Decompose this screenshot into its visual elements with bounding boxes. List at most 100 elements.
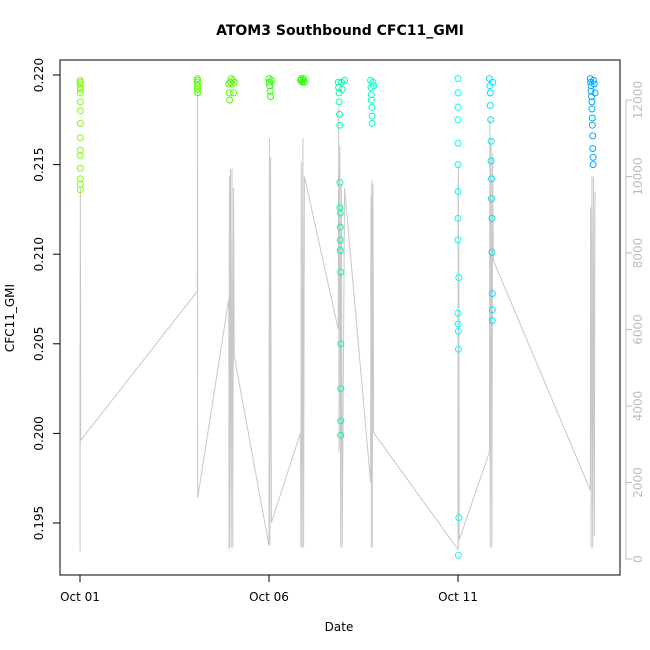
data-point bbox=[589, 153, 597, 161]
data-point bbox=[589, 132, 597, 140]
data-point bbox=[337, 340, 345, 348]
data-point bbox=[76, 85, 84, 93]
data-point bbox=[454, 89, 462, 97]
data-point bbox=[370, 82, 378, 90]
y-tick-label: 0.215 bbox=[32, 147, 46, 181]
data-point bbox=[454, 139, 462, 147]
x-tick-label: Oct 11 bbox=[438, 590, 478, 604]
data-points-layer bbox=[76, 75, 599, 559]
data-point bbox=[488, 306, 496, 314]
data-point bbox=[369, 78, 377, 86]
data-point bbox=[76, 119, 84, 127]
data-point bbox=[487, 116, 495, 124]
data-point bbox=[334, 78, 342, 86]
data-point bbox=[488, 317, 496, 324]
x-tick-label: Oct 01 bbox=[60, 590, 100, 604]
data-point bbox=[338, 85, 346, 93]
y-axis-left: 0.195 0.200 0.205 0.210 0.215 0.220 bbox=[32, 58, 61, 540]
data-point bbox=[454, 116, 462, 124]
data-point bbox=[588, 93, 595, 100]
data-point bbox=[76, 152, 84, 160]
y2-tick-label: 0 bbox=[631, 555, 645, 563]
data-point bbox=[336, 223, 344, 231]
data-point bbox=[588, 105, 596, 113]
data-point bbox=[367, 76, 375, 84]
data-point bbox=[455, 514, 463, 522]
data-point bbox=[337, 268, 345, 276]
data-point bbox=[267, 93, 275, 100]
data-point bbox=[486, 89, 494, 97]
data-point bbox=[336, 121, 344, 129]
y-tick-label: 0.195 bbox=[32, 506, 46, 540]
altitude-trace-layer bbox=[79, 92, 596, 552]
data-point bbox=[488, 195, 495, 203]
data-point bbox=[265, 78, 273, 86]
y-tick-label: 0.220 bbox=[32, 58, 46, 92]
data-point bbox=[336, 236, 344, 244]
data-point bbox=[336, 204, 344, 212]
data-point bbox=[454, 75, 462, 83]
y-tick-label: 0.200 bbox=[32, 416, 46, 450]
data-point bbox=[587, 87, 595, 95]
x-axis-label: Date bbox=[325, 620, 354, 634]
y-axis-label: CFC11_GMI bbox=[3, 284, 17, 352]
data-point bbox=[590, 80, 598, 88]
data-point bbox=[454, 188, 462, 195]
data-point bbox=[76, 146, 84, 154]
data-point bbox=[225, 89, 233, 97]
data-point bbox=[589, 145, 597, 152]
data-point bbox=[337, 431, 345, 439]
data-point bbox=[489, 78, 497, 86]
data-point bbox=[76, 78, 84, 86]
data-point bbox=[300, 75, 308, 83]
data-point bbox=[367, 96, 375, 104]
y2-tick-label: 12000 bbox=[631, 81, 645, 119]
data-point bbox=[337, 417, 345, 425]
data-point bbox=[589, 161, 597, 169]
y2-tick-label: 10000 bbox=[631, 157, 645, 195]
data-point bbox=[454, 236, 462, 244]
data-point bbox=[454, 327, 462, 335]
y2-tick-label: 4000 bbox=[631, 391, 645, 422]
x-axis: Oct 01 Oct 06 Oct 11 bbox=[60, 574, 478, 604]
data-point bbox=[76, 164, 84, 172]
data-point bbox=[588, 114, 596, 122]
y2-tick-label: 6000 bbox=[631, 314, 645, 345]
data-point bbox=[76, 98, 84, 106]
data-point bbox=[454, 320, 462, 328]
altitude-line bbox=[79, 92, 596, 552]
data-point bbox=[454, 551, 462, 559]
data-point bbox=[267, 76, 275, 84]
data-point bbox=[266, 87, 274, 95]
data-point bbox=[194, 89, 201, 97]
data-point bbox=[454, 309, 462, 317]
data-point bbox=[337, 385, 345, 393]
data-point bbox=[230, 89, 238, 97]
data-point bbox=[300, 78, 308, 86]
data-point bbox=[194, 76, 202, 84]
data-point bbox=[487, 137, 495, 145]
data-point bbox=[230, 78, 238, 86]
y2-tick-label: 8000 bbox=[631, 238, 645, 269]
y-tick-label: 0.205 bbox=[32, 327, 46, 361]
data-point bbox=[368, 112, 376, 120]
data-point bbox=[76, 89, 84, 97]
data-point bbox=[336, 110, 343, 118]
data-point bbox=[454, 103, 462, 111]
data-point bbox=[229, 76, 237, 84]
data-point bbox=[454, 214, 462, 222]
data-point bbox=[591, 89, 599, 97]
data-point bbox=[194, 82, 201, 90]
data-point bbox=[341, 76, 349, 84]
x-tick-label: Oct 06 bbox=[249, 590, 289, 604]
data-point bbox=[454, 161, 462, 169]
data-point bbox=[228, 80, 236, 88]
data-point bbox=[76, 107, 84, 115]
data-point bbox=[336, 209, 344, 217]
data-point bbox=[368, 119, 376, 127]
data-point bbox=[487, 157, 495, 165]
y2-tick-label: 2000 bbox=[631, 467, 645, 498]
data-point bbox=[488, 175, 495, 183]
data-point bbox=[486, 102, 494, 109]
